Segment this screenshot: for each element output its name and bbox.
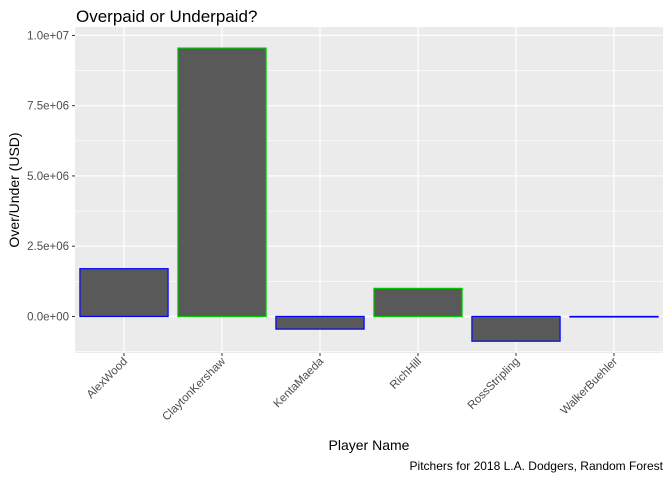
bar-RossStripling — [471, 315, 561, 342]
x-tick-label: RichHill — [388, 356, 424, 392]
bar-WalkerBuehler — [569, 315, 659, 318]
x-tick-label: KentaMaeda — [272, 355, 327, 410]
y-axis-title: Over/Under (USD) — [6, 132, 22, 247]
plot-panel — [75, 27, 663, 353]
bar-RichHill — [373, 287, 463, 318]
y-tick-label: 5.0e+06 — [27, 171, 69, 183]
x-axis-title: Player Name — [329, 437, 410, 453]
y-tick-label: 2.5e+06 — [27, 241, 69, 253]
chart-title: Overpaid or Underpaid? — [76, 7, 257, 26]
x-tick-label: ClaytonKershaw — [160, 355, 228, 423]
x-tick-label: WalkerBuehler — [559, 356, 621, 418]
bars — [79, 47, 659, 342]
bar-ClaytonKershaw — [177, 47, 267, 318]
x-tick-label: AlexWood — [85, 356, 130, 401]
chart-caption: Pitchers for 2018 L.A. Dodgers, Random F… — [410, 459, 664, 473]
y-tick-label: 1.0e+07 — [27, 30, 69, 42]
y-tick-label: 0.0e+00 — [27, 311, 69, 323]
y-tick-label: 7.5e+06 — [27, 101, 69, 113]
y-axis-ticks: 0.0e+00 2.5e+06 5.0e+06 7.5e+06 1.0e+07 — [27, 30, 75, 323]
x-axis-ticks: AlexWood ClaytonKershaw KentaMaeda RichHill… — [85, 353, 621, 423]
x-tick-label: RossStripling — [466, 356, 522, 412]
grid-minor — [75, 70, 663, 352]
bar-KentaMaeda — [275, 315, 365, 330]
bar-AlexWood — [79, 268, 169, 318]
